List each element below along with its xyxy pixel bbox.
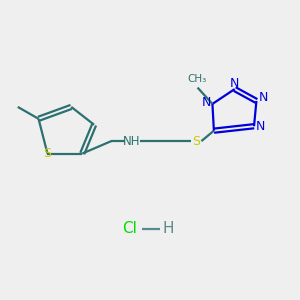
- Text: S: S: [192, 135, 200, 148]
- Text: H: H: [163, 221, 174, 236]
- Text: S: S: [44, 147, 52, 160]
- Text: NH: NH: [123, 135, 140, 148]
- Text: Cl: Cl: [122, 221, 136, 236]
- Text: N: N: [202, 96, 211, 109]
- Text: CH₃: CH₃: [187, 74, 207, 84]
- Text: N: N: [258, 92, 268, 104]
- Text: N: N: [255, 120, 265, 133]
- Text: N: N: [230, 76, 239, 90]
